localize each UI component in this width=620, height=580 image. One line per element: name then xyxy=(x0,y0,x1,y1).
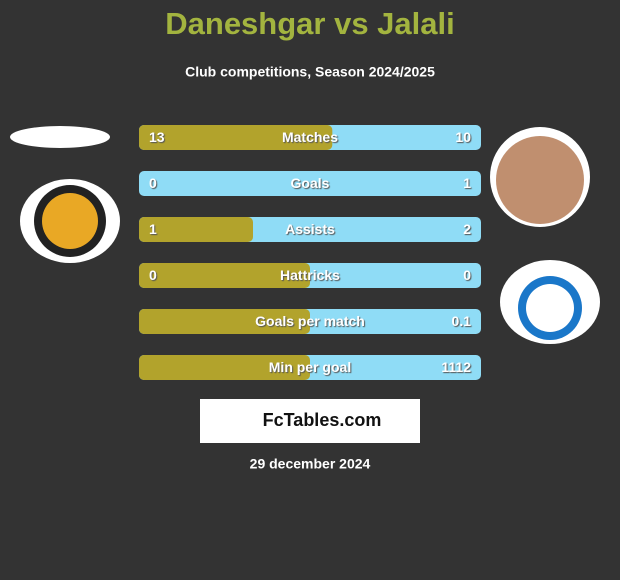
brand-box xyxy=(200,399,420,443)
row-label: Min per goal xyxy=(269,359,351,375)
right-value: 10 xyxy=(455,129,471,145)
brand: FcTables.com xyxy=(263,410,382,430)
bar-track xyxy=(139,171,481,196)
left-placeholder xyxy=(10,126,110,148)
right-value: 1112 xyxy=(441,359,471,375)
left-value: 1 xyxy=(149,221,157,237)
logo-inner xyxy=(42,193,98,249)
bar-left xyxy=(139,263,310,288)
row-label: Hattricks xyxy=(280,267,340,283)
bar-left xyxy=(139,309,310,334)
right-value: 0.1 xyxy=(452,313,472,329)
title: Daneshgar vs Jalali xyxy=(165,6,455,41)
bar-left xyxy=(139,355,310,380)
right-value: 1 xyxy=(463,175,471,191)
left-value: 0 xyxy=(149,175,157,191)
right-value: 2 xyxy=(463,221,471,237)
left-value: 13 xyxy=(149,129,165,145)
left-value: 0 xyxy=(149,267,157,283)
row-label: Assists xyxy=(285,221,335,237)
date: 29 december 2024 xyxy=(250,456,371,472)
player-face xyxy=(496,136,584,224)
row-label: Matches xyxy=(282,129,338,145)
row-label: Goals xyxy=(291,175,330,191)
logo-inner xyxy=(526,284,574,332)
row-label: Goals per match xyxy=(255,313,365,329)
bar-left xyxy=(139,125,333,150)
subtitle: Club competitions, Season 2024/2025 xyxy=(185,64,435,80)
right-value: 0 xyxy=(463,267,471,283)
bar-left xyxy=(139,217,253,242)
